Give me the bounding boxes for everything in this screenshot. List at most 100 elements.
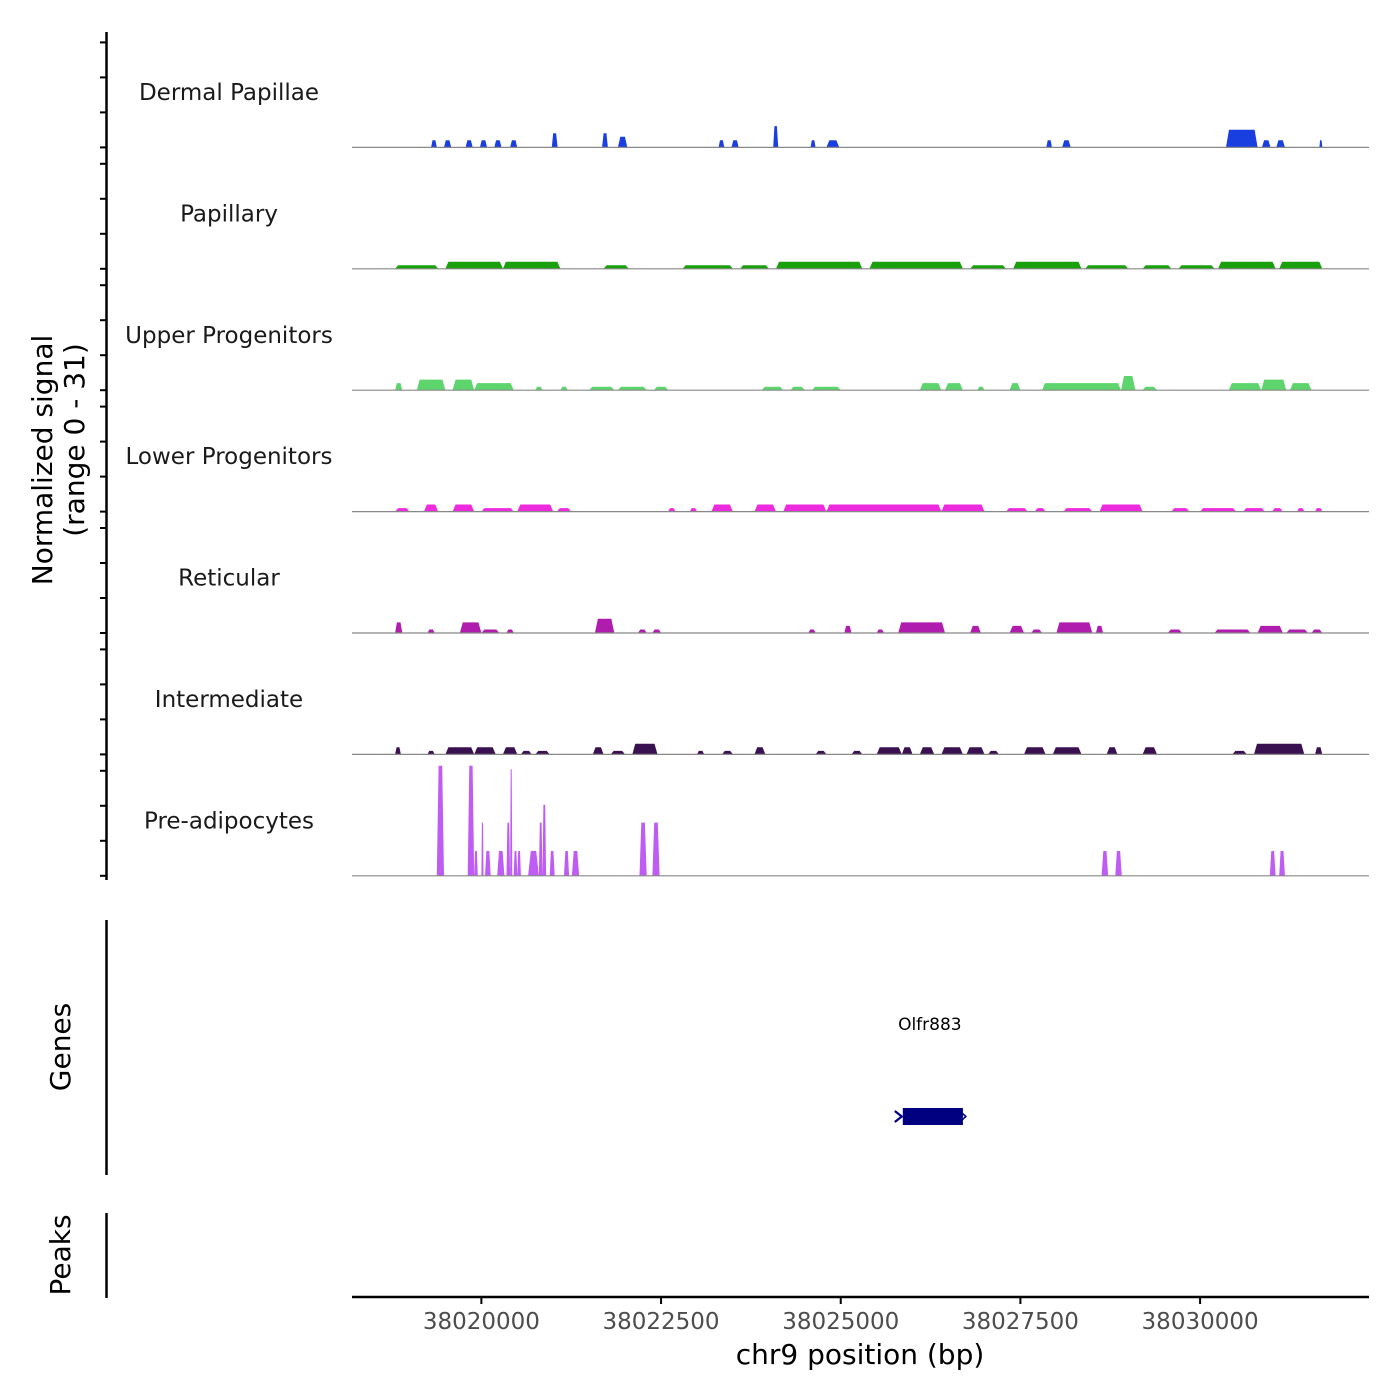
signal-peak <box>1101 851 1109 876</box>
signal-peak <box>506 629 514 633</box>
signal-peak <box>549 851 555 876</box>
signal-peak <box>1106 747 1118 755</box>
signal-peak <box>776 261 863 269</box>
gene-label: Olfr883 <box>898 1015 962 1035</box>
signal-peak <box>571 851 580 876</box>
signal-peak <box>1052 747 1082 755</box>
signal-peak <box>502 747 518 755</box>
signal-peak <box>1289 383 1312 391</box>
signal-peak <box>1315 747 1323 755</box>
signal-peak <box>481 822 484 876</box>
signal-peak <box>452 504 475 512</box>
signal-peak <box>592 747 604 755</box>
signal-peak <box>1228 383 1262 391</box>
signal-peak <box>1142 386 1157 391</box>
signal-peak <box>652 629 662 633</box>
signal-peak <box>452 379 475 391</box>
signal-peak <box>639 822 647 876</box>
genes-track: Olfr883 <box>894 1015 968 1125</box>
signal-peak <box>556 508 572 512</box>
signal-peak <box>528 851 539 876</box>
signal-peak <box>395 622 403 633</box>
signal-peak <box>722 750 733 755</box>
signal-peak <box>1095 625 1104 633</box>
signal-peak <box>815 750 827 755</box>
peaks-track-title: Peaks <box>44 1214 77 1295</box>
signal-peak <box>1232 750 1247 755</box>
signal-peak <box>1056 622 1093 633</box>
track-reticular <box>352 618 1369 634</box>
signal-peak <box>465 140 473 148</box>
signal-peak <box>1142 265 1172 269</box>
signal-peak <box>652 822 660 876</box>
signal-peak <box>395 508 410 512</box>
signal-peak <box>1046 140 1052 148</box>
signal-peak <box>898 622 945 633</box>
signal-peak <box>1276 140 1285 148</box>
signal-peak <box>1257 625 1283 633</box>
signal-peak <box>589 386 615 391</box>
signal-peak <box>485 851 491 876</box>
signal-peak <box>761 386 784 391</box>
signal-peak <box>1042 383 1121 391</box>
signal-peak <box>711 504 733 512</box>
signal-peak <box>395 383 403 391</box>
x-axis-title: chr9 position (bp) <box>736 1338 985 1371</box>
signal-peak <box>1142 747 1157 755</box>
signal-peak <box>945 383 963 391</box>
signal-peak <box>542 804 547 876</box>
signal-peak <box>1063 508 1093 512</box>
signal-peak <box>445 747 475 755</box>
coverage-axis <box>100 32 108 880</box>
signal-peak <box>740 265 769 269</box>
signal-peak <box>535 386 543 391</box>
track-intermediate <box>352 743 1369 756</box>
signal-peak <box>510 140 518 148</box>
signal-peak <box>1279 261 1323 269</box>
signal-peak <box>395 747 401 755</box>
signal-peak <box>941 504 985 512</box>
signal-peak <box>919 383 942 391</box>
track-pre-adipocytes <box>352 765 1369 877</box>
x-axis: 38020000 38022500 38025000 38027500 38030000 <box>352 1295 1369 1335</box>
track-label-intermediate: Intermediate <box>155 687 303 713</box>
gene-end-mark <box>961 1112 968 1121</box>
signal-peak <box>689 508 697 512</box>
signal-peak <box>1286 629 1308 633</box>
track-label-reticular: Reticular <box>178 566 280 592</box>
signal-peak <box>481 629 500 633</box>
signal-peak <box>1013 261 1082 269</box>
signal-peak <box>876 747 902 755</box>
signal-peak <box>826 504 942 512</box>
signal-peak <box>1115 851 1122 876</box>
track-label-papillary: Papillary <box>180 201 278 227</box>
signal-peak <box>970 625 981 633</box>
signal-peak <box>423 504 439 512</box>
signal-peak <box>603 265 629 269</box>
signal-peak <box>459 622 482 633</box>
signal-peak <box>773 126 779 148</box>
signal-peak <box>617 386 647 391</box>
signal-peak <box>826 140 840 148</box>
signal-peak <box>844 625 852 633</box>
signal-peak <box>1009 625 1024 633</box>
track-labels: Dermal Papillae Papillary Upper Progenitor… <box>125 80 333 834</box>
track-papillary <box>352 261 1369 270</box>
signal-peak <box>869 261 963 269</box>
signal-peak <box>653 386 669 391</box>
signal-peak <box>427 629 435 633</box>
signal-peak <box>594 618 615 633</box>
signal-peak <box>1243 508 1265 512</box>
signal-peak <box>497 851 505 876</box>
signal-peak <box>494 140 502 148</box>
signal-peak <box>506 822 511 876</box>
signal-peak <box>1279 851 1285 876</box>
signal-peak <box>610 750 626 755</box>
signal-peak <box>1226 129 1258 148</box>
signal-peak <box>395 265 439 269</box>
signal-peak <box>790 386 805 391</box>
signal-peak <box>919 747 935 755</box>
signal-peak <box>481 508 514 512</box>
signal-peak <box>436 765 444 876</box>
signal-peak <box>810 140 816 148</box>
